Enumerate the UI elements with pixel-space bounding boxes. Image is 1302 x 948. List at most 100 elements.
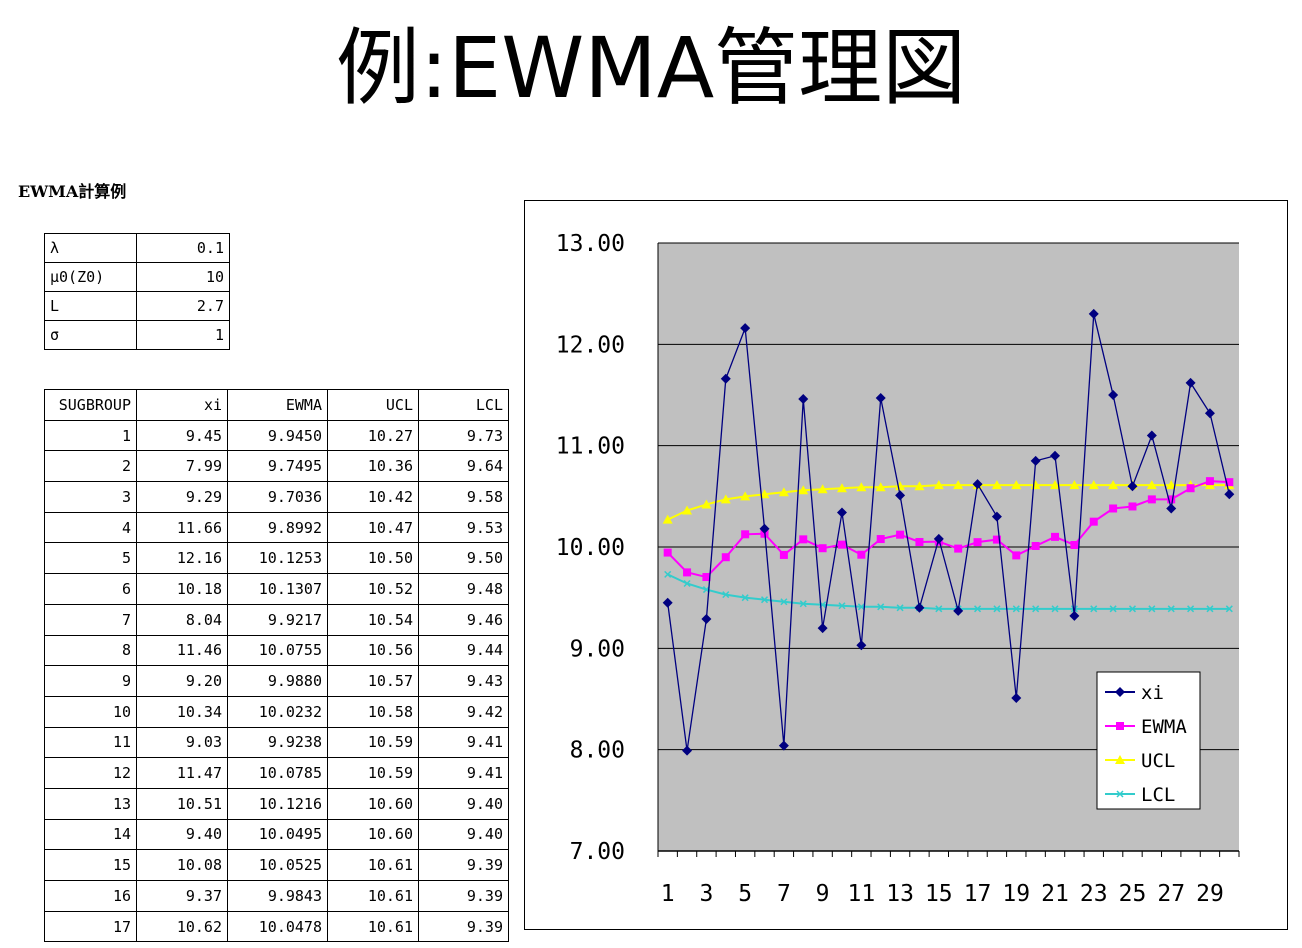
data-point-xi [953, 605, 964, 616]
xi-cell: 10.62 [136, 910, 228, 943]
subgroup-cell: 10 [44, 695, 137, 728]
data-point-ucl [662, 514, 673, 524]
data-point-ucl [914, 481, 925, 491]
data-point-ewma [702, 573, 711, 582]
data-point-xi [720, 373, 731, 384]
data-point-ucl [933, 480, 944, 490]
legend [1096, 671, 1201, 810]
legend-label-lcl: LCL [1141, 784, 1175, 806]
data-point-ewma [992, 535, 1001, 544]
ewma-cell: 9.9880 [227, 665, 328, 697]
subgroup-cell: 8 [44, 634, 137, 667]
data-point-xi [1127, 481, 1138, 492]
lcl-cell: 9.73 [418, 419, 509, 452]
data-point-ucl [875, 482, 886, 492]
xi-cell: 8.04 [136, 603, 228, 636]
data-point-lcl [1128, 605, 1137, 613]
xi-cell: 12.16 [136, 542, 228, 575]
data-point-xi [914, 602, 925, 613]
data-point-xi [1011, 692, 1022, 703]
data-point-ewma [683, 568, 692, 577]
table-row: 14 9.40 10.0495 10.60 9.40 [44, 818, 509, 851]
lcl-cell: 9.41 [418, 726, 509, 759]
x-tick-label: 9 [816, 881, 830, 907]
ewma-cell: 9.9450 [227, 419, 328, 452]
subgroup-cell: 14 [44, 818, 137, 851]
data-point-xi [875, 393, 886, 404]
legend-label-xi: xi [1141, 682, 1164, 704]
data-point-ewma [896, 530, 905, 539]
lcl-cell: 9.39 [418, 849, 509, 881]
ucl-cell: 10.59 [327, 757, 419, 789]
table-row: 1 9.45 9.9450 10.27 9.73 [44, 419, 509, 452]
data-point-lcl [896, 604, 904, 612]
x-tick-label: 15 [925, 881, 953, 907]
table-row: 8 11.46 10.0755 10.56 9.44 [44, 634, 509, 667]
parameter-value: 0.1 [136, 233, 230, 263]
legend-marker-ucl [1115, 755, 1125, 764]
data-point-xi [662, 597, 673, 608]
data-point-ewma [857, 550, 866, 559]
subgroup-cell: 15 [44, 849, 137, 881]
calc-example-heading: EWMA計算例 [18, 182, 127, 201]
ucl-cell: 10.27 [327, 419, 419, 452]
ucl-cell: 10.47 [327, 511, 419, 544]
series-line-xi [667, 313, 1230, 751]
data-point-ewma [837, 540, 846, 549]
xi-cell: 9.37 [136, 880, 228, 912]
legend-marker-ewma [1116, 722, 1124, 730]
data-point-xi [778, 740, 789, 751]
xi-cell: 9.45 [136, 419, 228, 452]
table-row: 10 10.34 10.0232 10.58 9.42 [44, 695, 509, 728]
ewma-cell: 10.1253 [227, 542, 328, 575]
subgroup-cell: 6 [44, 573, 137, 605]
ewma-cell: 10.1216 [227, 787, 328, 820]
xi-cell: 11.46 [136, 634, 228, 667]
ewma-cell: 10.0525 [227, 849, 328, 881]
parameter-value: 1 [136, 320, 230, 350]
lcl-cell: 9.48 [418, 573, 509, 605]
data-point-ewma [1070, 540, 1079, 549]
x-tick-label: 5 [738, 881, 752, 907]
table-row: 7 8.04 9.9217 10.54 9.46 [44, 603, 509, 636]
page-title: 例:EWMA管理図 [335, 19, 967, 117]
data-point-ewma [1186, 484, 1195, 493]
data-point-ewma [876, 535, 885, 544]
x-tick-label: 21 [1041, 881, 1069, 907]
data-point-lcl [1012, 605, 1020, 613]
header-ewma: EWMA [227, 389, 328, 421]
subgroup-cell: 12 [44, 757, 137, 789]
data-point-lcl [780, 598, 788, 606]
data-point-lcl [935, 605, 943, 613]
data-point-ewma [1128, 502, 1137, 511]
ucl-cell: 10.61 [327, 880, 419, 912]
y-tick-label: 12.00 [556, 332, 625, 358]
lcl-cell: 9.44 [418, 634, 509, 667]
table-row: 13 10.51 10.1216 10.60 9.40 [44, 787, 509, 820]
ucl-cell: 10.50 [327, 542, 419, 575]
xi-cell: 11.66 [136, 511, 228, 544]
legend-marker-lcl [1116, 790, 1124, 798]
data-point-ucl [1146, 480, 1157, 490]
y-tick-label: 11.00 [556, 434, 625, 460]
y-tick-label: 9.00 [570, 636, 625, 662]
data-point-xi [933, 533, 944, 544]
data-point-lcl [838, 602, 846, 610]
data-point-ewma [721, 553, 730, 562]
x-tick-label: 11 [847, 881, 875, 907]
data-point-ewma [799, 535, 808, 544]
data-point-lcl [1109, 605, 1117, 613]
data-point-xi [1146, 430, 1157, 441]
data-point-ewma [741, 530, 750, 539]
lcl-cell: 9.58 [418, 481, 509, 513]
data-point-ucl [836, 483, 847, 493]
data-point-ucl [701, 499, 712, 509]
data-point-lcl [799, 600, 807, 608]
data-point-lcl [1187, 605, 1195, 613]
header-lcl: LCL [418, 389, 509, 421]
subgroup-cell: 4 [44, 511, 137, 544]
data-point-xi [682, 745, 693, 756]
ucl-cell: 10.57 [327, 665, 419, 697]
table-row: 15 10.08 10.0525 10.61 9.39 [44, 849, 509, 881]
data-point-ewma [1109, 504, 1118, 513]
